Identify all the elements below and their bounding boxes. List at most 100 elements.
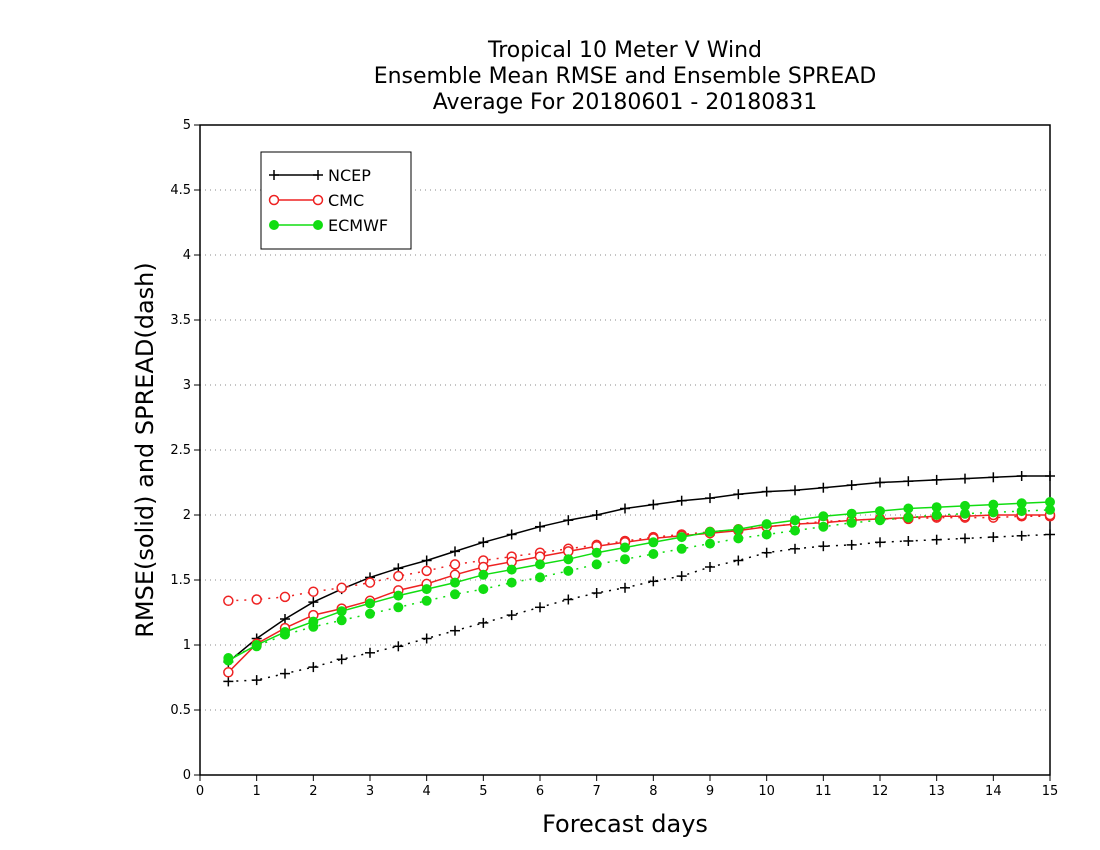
cmc-spread-point	[251, 594, 262, 605]
x-axis-label: Forecast days	[542, 810, 708, 838]
x-tick-label: 0	[196, 784, 204, 799]
y-tick-label: 2.5	[170, 443, 191, 458]
x-tick-label: 8	[649, 784, 657, 799]
cmc-spread-point	[364, 577, 376, 588]
ecmwf-spread-point	[421, 595, 432, 606]
ecmwf-spread-point	[846, 517, 857, 528]
y-tick-label: 3	[183, 378, 191, 393]
ecmwf-rmse-point	[705, 526, 715, 537]
x-tick-label: 12	[872, 784, 889, 799]
x-tick-label: 15	[1042, 784, 1059, 799]
x-tick-label: 2	[309, 784, 317, 799]
cmc-rmse-line	[227, 514, 1050, 673]
x-tick-label: 4	[423, 784, 431, 799]
x-tick-label: 1	[253, 784, 261, 799]
legend-ncep-label: NCEP	[328, 166, 371, 185]
chart-title-line-2: Ensemble Mean RMSE and Ensemble SPREAD	[373, 64, 877, 89]
cmc-spread-point	[308, 586, 319, 597]
legend-cmc-marker	[268, 194, 280, 206]
legend-cmc-marker	[312, 194, 324, 206]
chart-title-line-3: Average For 20180601 - 20180831	[432, 90, 818, 115]
ecmwf-spread-point	[790, 525, 800, 536]
x-tick-label: 13	[928, 784, 945, 799]
chart-title-line-1: Tropical 10 Meter V Wind	[487, 38, 763, 63]
ecmwf-rmse-point	[648, 537, 659, 548]
ecmwf-rmse-point	[223, 655, 234, 666]
ecmwf-spread-point	[903, 512, 914, 523]
ecmwf-rmse-point	[450, 577, 460, 588]
y-tick-label: 5	[183, 118, 191, 133]
ecmwf-rmse-point	[846, 508, 857, 519]
ecmwf-spread-point	[818, 521, 829, 532]
ecmwf-spread-point	[450, 589, 460, 600]
ecmwf-rmse-point	[308, 616, 319, 627]
ncep-rmse-line	[227, 475, 1050, 663]
ecmwf-spread-point	[733, 533, 744, 544]
ecmwf-spread-point	[506, 577, 517, 588]
ecmwf-rmse-point	[591, 547, 602, 558]
ecmwf-rmse-point	[1045, 497, 1055, 507]
cmc-spread-point	[449, 559, 461, 570]
legend-ecmwf-marker	[269, 220, 279, 230]
ecmwf-spread-point	[478, 584, 489, 595]
ecmwf-rmse-point	[251, 640, 262, 650]
legend-cmc-label: CMC	[328, 191, 364, 210]
ecmwf-spread-point	[705, 538, 715, 549]
y-tick-label: 1.5	[170, 573, 191, 588]
ecmwf-rmse-point	[506, 564, 517, 575]
y-tick-label: 2	[183, 508, 191, 523]
y-tick-label: 1	[183, 638, 191, 653]
ecmwf-rmse-point	[875, 506, 885, 517]
ecmwf-spread-point	[676, 543, 687, 554]
ecmwf-rmse-point	[336, 606, 347, 617]
ecmwf-rmse-point	[988, 499, 999, 510]
y-tick-label: 4.5	[170, 183, 191, 198]
ecmwf-rmse-point	[563, 554, 574, 565]
cmc-spread-point	[421, 565, 432, 577]
legend-ecmwf-label: ECMWF	[328, 216, 388, 235]
ecmwf-rmse-point	[903, 503, 914, 514]
ecmwf-spread-point	[761, 529, 772, 540]
ecmwf-rmse-point	[535, 559, 545, 570]
cmc-spread-point	[223, 595, 234, 607]
x-tick-label: 11	[815, 784, 832, 799]
ecmwf-rmse-point	[733, 524, 744, 535]
x-tick-label: 5	[479, 784, 487, 799]
x-tick-label: 10	[758, 784, 775, 799]
x-tick-label: 14	[985, 784, 1002, 799]
legend-ecmwf-marker	[313, 220, 323, 230]
ecmwf-rmse-point	[676, 532, 687, 543]
cmc-rmse-point	[223, 667, 234, 678]
ecmwf-rmse-point	[393, 590, 404, 601]
ecmwf-spread-line	[228, 509, 1051, 659]
x-tick-label: 9	[706, 784, 714, 799]
ecmwf-spread-point	[648, 549, 659, 559]
ecmwf-rmse-point	[931, 502, 942, 513]
ecmwf-spread-point	[620, 554, 630, 565]
y-tick-label: 4	[183, 248, 191, 263]
x-tick-label: 6	[536, 784, 544, 799]
ecmwf-spread-point	[535, 572, 545, 583]
ecmwf-rmse-point	[280, 627, 290, 637]
x-tick-label: 7	[593, 784, 601, 799]
ecmwf-rmse-point	[960, 500, 970, 511]
ecmwf-spread-point	[875, 515, 885, 526]
x-tick-label: 3	[366, 784, 374, 799]
ecmwf-rmse-point	[818, 511, 829, 522]
ecmwf-rmse-point	[478, 569, 489, 580]
ecmwf-spread-point	[336, 615, 347, 626]
y-tick-label: 0.5	[170, 703, 191, 718]
ecmwf-rmse-point	[1016, 498, 1027, 509]
ecmwf-rmse-line	[227, 501, 1051, 662]
ecmwf-rmse-point	[790, 515, 800, 526]
ecmwf-rmse-point	[365, 598, 375, 609]
ecmwf-rmse-point	[761, 519, 772, 530]
y-tick-label: 0	[183, 768, 191, 783]
ecmwf-rmse-point	[620, 542, 630, 553]
cmc-spread-point	[393, 570, 404, 582]
cmc-spread-line	[228, 515, 1050, 602]
cmc-spread-point	[279, 591, 291, 603]
cmc-spread-point	[336, 582, 347, 594]
